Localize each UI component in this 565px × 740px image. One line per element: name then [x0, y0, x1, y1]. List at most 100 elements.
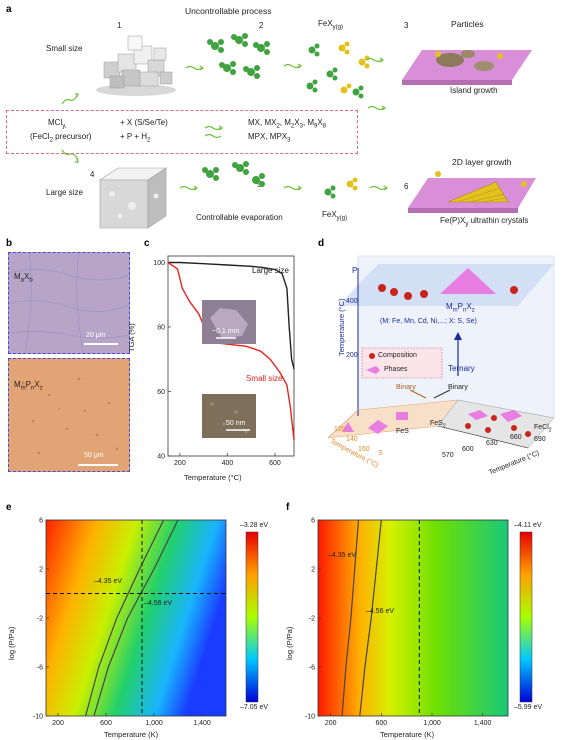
chart-f-label-435: –4.35 eV	[328, 552, 357, 559]
d-legend-phase	[366, 366, 380, 374]
chart-e-yticks: 6 2 -2 -6 -10	[33, 518, 49, 721]
d-right-axis-line	[437, 425, 529, 449]
chart-e-colorbar	[245, 531, 259, 703]
chart-e-reference-lines	[46, 520, 226, 716]
e-xtick-label: 600	[100, 720, 112, 727]
e-xtick-label: 1,400	[193, 720, 211, 727]
d-right-tick-600: 600	[462, 446, 474, 453]
step-2-label: 2	[259, 21, 264, 30]
d-p-axis: P	[352, 266, 358, 275]
chart-d-3d	[327, 255, 555, 449]
c-xtick-label: 200	[174, 460, 186, 467]
island-growth-substrate	[402, 50, 532, 85]
chart-f-heatmap	[318, 520, 508, 716]
large-cube-illustration	[99, 167, 167, 229]
layer-growth-label: 2D layer growth	[452, 157, 512, 167]
d-left-tick-140: 140	[346, 436, 358, 443]
chart-e-label-435: –4.35 eV	[94, 578, 123, 585]
d-right-tick-630: 630	[486, 440, 498, 447]
f-ytick-label: -2	[309, 616, 315, 623]
f-ytick-label: -6	[309, 665, 315, 672]
chart-c-lines	[167, 261, 295, 440]
chart-f-colorbar	[519, 531, 533, 703]
chart-f-cbar-max: –4.11 eV	[514, 522, 542, 529]
d-right-tick-660: 660	[510, 434, 522, 441]
d-left-axis-line	[327, 409, 359, 439]
chart-e-heatmap	[46, 520, 226, 716]
chart-e: 6 2 -2 -6 -10 200 600 1,000 1,400	[33, 518, 259, 727]
box-reagent2: + P + H2	[120, 132, 151, 144]
f-xtick-label: 1,000	[423, 720, 441, 727]
green-molecules-bottom	[202, 161, 265, 187]
d-ternary-phase	[440, 268, 496, 294]
box-precursor2: (FeCl2 precursor)	[30, 132, 92, 144]
e-xtick-label: 1,000	[145, 720, 163, 727]
chart-f-xlabel: Temperature (K)	[380, 730, 435, 739]
inset-top-crystal	[210, 308, 248, 338]
scale-bar-top	[84, 343, 118, 345]
d-binary-phases-right	[468, 410, 522, 422]
chart-c-inset-top-scale: ~0.1 mm	[212, 328, 240, 335]
step-1-label: 1	[117, 21, 122, 30]
d-ternary-points	[378, 284, 518, 300]
panel-b-image-top	[8, 252, 130, 354]
d-binary-right-arrow	[433, 389, 451, 399]
panel-d-label: d	[318, 238, 325, 249]
d-binary-phases-left	[342, 412, 408, 434]
e-ytick-label: -6	[37, 665, 43, 672]
c-ytick-label: 100	[153, 260, 165, 267]
chart-f-yticks: 6 2 -2 -6 -10	[305, 518, 321, 721]
island-growth-label: Island growth	[450, 86, 498, 95]
green-molecules-top	[207, 33, 270, 79]
chart-e-contours	[85, 519, 179, 717]
panel-f-label: f	[286, 502, 290, 513]
scale-bar-bottom	[78, 464, 118, 466]
f-ytick-label: 2	[311, 567, 315, 574]
f-xtick-label: 1,400	[474, 720, 492, 727]
tga-line-large	[168, 261, 295, 370]
chart-c-inset-bottom-scale: 50 nm	[226, 420, 246, 427]
d-zlabel: Temperature (°C)	[337, 298, 346, 356]
small-size-label: Small size	[46, 44, 83, 53]
d-fecl2: FeCl2	[534, 424, 552, 434]
chart-e-xticks: 200 600 1,000 1,400	[52, 713, 211, 727]
panel-b-image-bottom	[8, 358, 130, 472]
c-ytick-label: 80	[157, 324, 165, 331]
chart-c-xticks: 200 400 600	[174, 453, 281, 467]
f-xtick-label: 200	[325, 720, 337, 727]
d-ternary-arrowhead	[454, 332, 462, 340]
c-ytick-label: 60	[157, 389, 165, 396]
d-right-tick-690: 690	[534, 436, 546, 443]
d-binary-left-arrow	[409, 389, 427, 399]
step-6-label: 6	[404, 182, 409, 191]
d-binary-left: Binary	[396, 384, 416, 391]
fex-molecules-bottom	[324, 177, 358, 199]
e-contour-1	[85, 519, 165, 717]
panel-c-label: c	[144, 238, 150, 249]
chart-f-label-456: –4.56 eV	[366, 608, 395, 615]
layer-growth-substrate	[408, 171, 536, 213]
inset-bottom-texture	[210, 402, 248, 434]
chart-e-xlabel: Temperature (K)	[104, 730, 159, 739]
box-product1: MX, MX2, M2X3, M9X8	[248, 118, 327, 130]
d-legend-phases: Phases	[384, 366, 408, 373]
e-ytick-label: -10	[33, 714, 43, 721]
fex-bottom-label: FeXy(g)	[322, 210, 348, 222]
chart-e-cbar-min: –7.05 eV	[240, 704, 269, 711]
chart-c: 100 80 60 40 200 400 600	[153, 255, 295, 467]
e-contour-0	[93, 519, 179, 717]
ultrathin-crystals-label: Fe(P)Xy ultrathin crystals	[440, 216, 529, 228]
d-ztick-200: 200	[346, 352, 358, 359]
chart-f-ylabel: log (P/Pa)	[285, 626, 294, 660]
texture-top	[9, 253, 129, 353]
f-xtick-label: 600	[375, 720, 387, 727]
panel-a: a 1 Uncontrollable process 2 FeXy(g) 3 P…	[0, 0, 565, 230]
chart-f-contours	[341, 519, 382, 717]
texture-bottom	[21, 377, 119, 455]
chart-f: 6 2 -2 -6 -10 200 600 1,000 1,400	[305, 518, 533, 727]
controllable-evap-label: Controllable evaporation	[196, 213, 283, 222]
d-fes: FeS	[396, 428, 409, 435]
step-3-label: 3	[404, 21, 409, 30]
tga-line-small	[167, 261, 295, 440]
e-ytick-label: 6	[39, 518, 43, 525]
